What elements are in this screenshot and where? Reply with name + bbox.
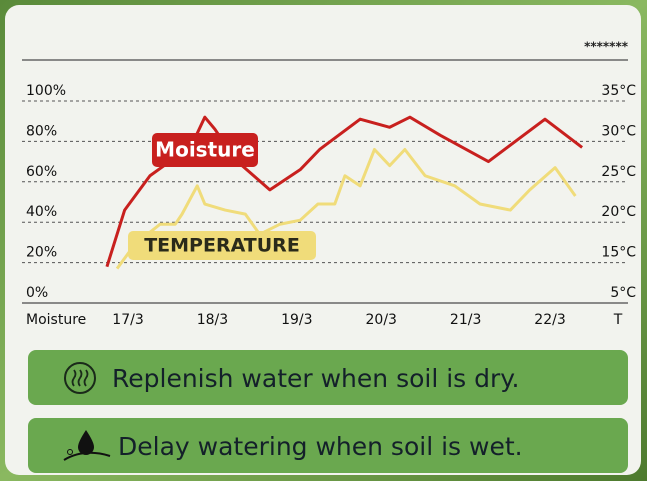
x-tick-label: 21/3 — [450, 312, 481, 328]
x-tick-label: 19/3 — [281, 312, 312, 328]
y-tick-label: 100% — [26, 83, 66, 99]
y-tick-label: 20% — [26, 245, 57, 261]
y-tick-label: 0% — [26, 285, 48, 301]
x-tick-label: 20/3 — [366, 312, 397, 328]
y-tick-label: 60% — [26, 164, 57, 180]
y2-tick-label: 35°C — [601, 83, 636, 99]
tip-text: Delay watering when soil is wet. — [118, 432, 523, 461]
x-tick-label: 22/3 — [534, 312, 565, 328]
legend-label: Moisture — [155, 138, 255, 162]
y2-tick-label: 15°C — [601, 245, 636, 261]
y-tick-label: 80% — [26, 123, 57, 139]
tip-text: Replenish water when soil is dry. — [112, 364, 519, 393]
x-tick-label: 17/3 — [112, 312, 143, 328]
y2-tick-label: 20°C — [601, 204, 636, 220]
y-tick-label: 40% — [26, 204, 57, 220]
x-axis-label: Moisture — [26, 312, 86, 328]
y2-axis-label: T — [613, 312, 623, 328]
badge: ******* — [584, 40, 629, 54]
y2-tick-label: 25°C — [601, 164, 636, 180]
y2-tick-label: 30°C — [601, 123, 636, 139]
legend-label: TEMPERATURE — [144, 235, 300, 257]
product-card: ******* Replenish water when soil is dry… — [0, 0, 647, 481]
x-tick-label: 18/3 — [197, 312, 228, 328]
y2-tick-label: 5°C — [610, 285, 636, 301]
